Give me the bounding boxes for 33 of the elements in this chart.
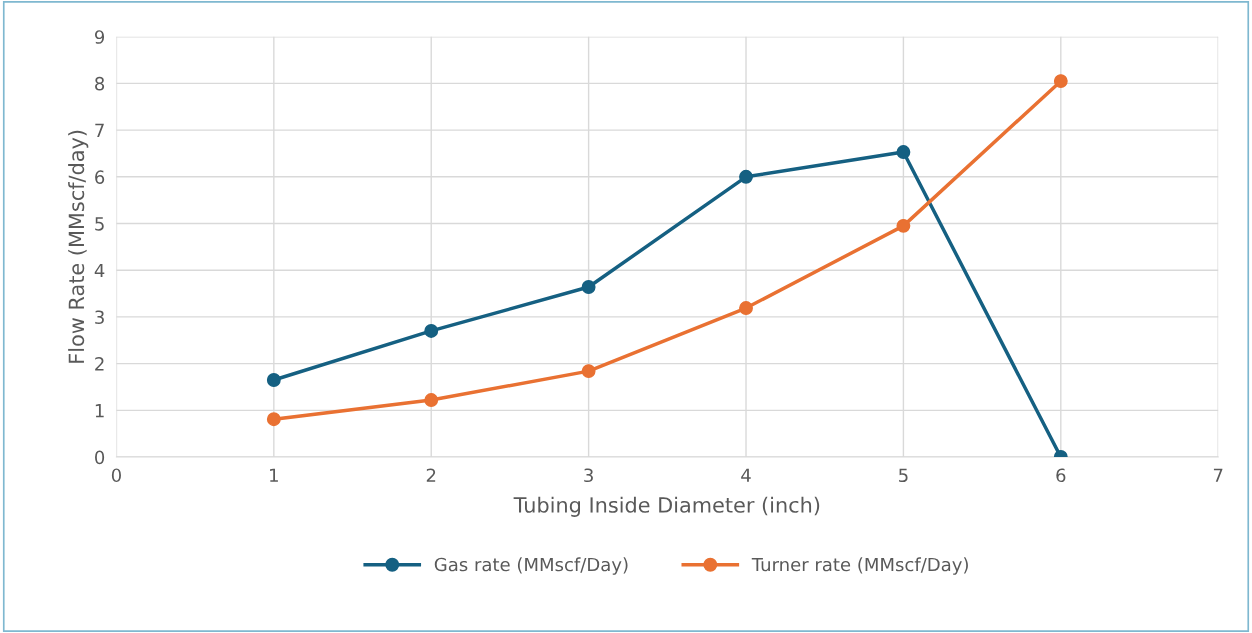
y-tick-label: 4 [94,263,105,278]
point [1053,74,1068,89]
point [896,218,911,233]
x-tick-label: 3 [584,468,593,483]
legend-label: Turner rate (MMscf/Day) [751,557,968,575]
x-tick-label: 1 [270,468,278,482]
y-tick-label: 7 [95,123,104,137]
y-tick-label: 1 [95,404,104,418]
y-tick-label: 0 [95,450,105,465]
point [424,323,439,338]
y-tick-label: 3 [95,310,104,325]
x-axis-title: Tubing Inside Diameter (inch) [513,496,820,517]
x-tick-label: 2 [426,468,436,482]
y-tick-label: 5 [95,217,104,231]
point [581,280,596,294]
point [424,393,439,407]
x-tick-label: 6 [1056,468,1066,483]
x-tick-label: 4 [741,468,751,482]
y-axis-title: Flow Rate (MMscf/day) [68,130,89,363]
point [896,145,911,160]
point [581,364,596,379]
point [739,169,753,184]
x-tick-label: 5 [899,468,908,483]
legend-label: Gas rate (MMscf/Day) [434,557,628,575]
x-tick-label: 0 [111,468,121,483]
x-tick-label: 7 [1213,468,1223,482]
point [266,373,281,387]
y-tick-label: 6 [95,170,105,184]
point [266,412,281,427]
point [739,301,753,315]
y-tick-label: 2 [95,357,104,371]
y-tick-label: 8 [95,76,105,91]
y-tick-label: 9 [94,30,105,44]
